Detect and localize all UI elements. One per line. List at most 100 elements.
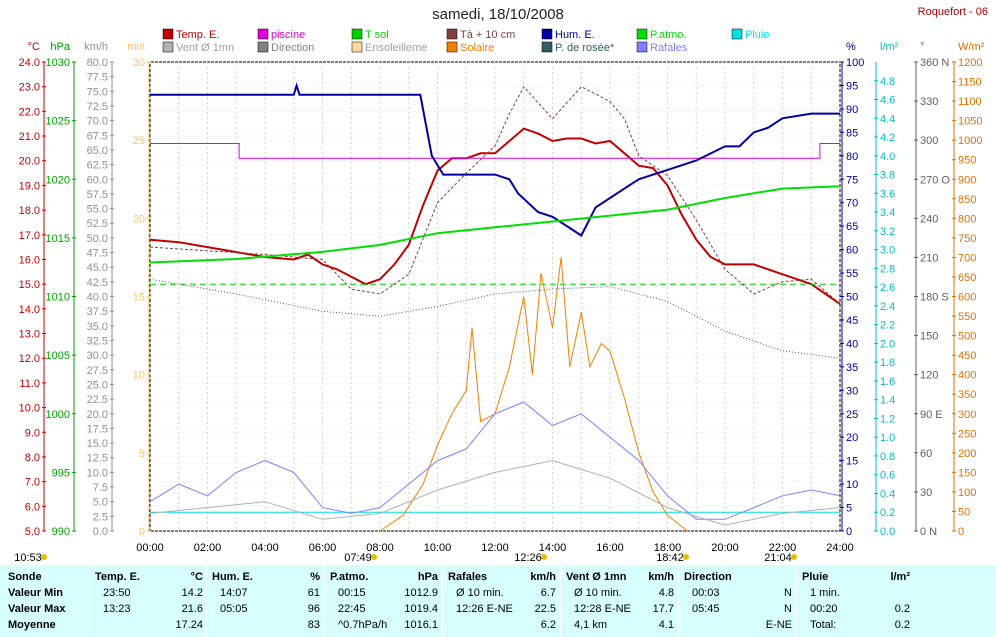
x-tick-label: 12:00 <box>481 542 509 554</box>
axis-tick-label-direction: 120 <box>920 370 938 382</box>
axis-tick-label-sun_min: 30 <box>133 57 145 69</box>
axis-tick-label-temp: 7.0 <box>25 477 40 489</box>
summary-table: Sonde Valeur Min Valeur Max Moyenne Temp. E.… <box>0 565 996 637</box>
legend-swatch <box>162 41 174 53</box>
axis-tick-label-wind: 27.5 <box>87 365 108 377</box>
axis-tick-label-wind: 42.5 <box>87 277 108 289</box>
summary-group-unit: km/h <box>530 571 556 583</box>
summary-cell-left: Total: <box>810 619 837 631</box>
sun-marker-icon <box>791 554 797 560</box>
axis-tick-label-rain: 4.8 <box>880 76 895 88</box>
axis-tick-label-radiation: 400 <box>958 370 976 382</box>
sun-marker-icon <box>541 554 547 560</box>
axis-tick-label-humidity: 70 <box>846 198 858 210</box>
axis-tick-label-direction: 180 S <box>920 292 949 304</box>
axis-tick-label-rain: 1.6 <box>880 376 895 388</box>
axis-tick-label-rain: 1.2 <box>880 413 895 425</box>
axis-tick-label-radiation: 950 <box>958 155 976 167</box>
summary-separator <box>560 565 561 637</box>
summary-separator <box>442 565 443 637</box>
summary-cell-value: 21.6 <box>181 603 203 615</box>
axis-tick-label-wind: 10.0 <box>87 467 108 479</box>
axis-tick-label-sun_min: 0 <box>139 526 145 538</box>
legend-label: Pluie <box>745 29 769 41</box>
axis-tick-label-pressure: 1000 <box>46 409 70 421</box>
axis-tick-label-humidity: 60 <box>846 245 858 257</box>
summary-cell-value: 96 <box>307 603 320 615</box>
axis-tick-label-sun_min: 20 <box>133 213 145 225</box>
legend-swatch <box>636 41 648 53</box>
axis-tick-label-wind: 35.0 <box>87 321 108 333</box>
x-tick-label: 06:00 <box>309 542 337 554</box>
axis-tick-label-radiation: 700 <box>958 252 976 264</box>
summary-cell-left: Ø 10 min. <box>456 587 504 599</box>
axis-header-pressure: hPa <box>50 41 70 53</box>
summary-row-label: Valeur Min <box>8 587 64 599</box>
axis-tick-label-wind: 72.5 <box>87 101 108 113</box>
axis-tick-label-wind: 2.5 <box>93 511 108 523</box>
axis-tick-label-temp: 12.0 <box>19 353 40 365</box>
axis-tick-label-temp: 10.0 <box>19 403 40 415</box>
axis-tick-label-wind: 0.0 <box>93 526 108 538</box>
legend-swatch <box>257 41 269 53</box>
axis-tick-label-wind: 77.5 <box>87 72 108 84</box>
sun-marker-icon <box>683 554 689 560</box>
legend-label: Ensoleilleme <box>365 42 427 54</box>
summary-cell-value: 1019.4 <box>404 603 438 615</box>
summary-cell-value: N <box>784 603 792 615</box>
axis-header-radiation: W/m² <box>958 41 985 53</box>
axis-tick-label-direction: 360 N <box>920 57 949 69</box>
axis-tick-label-rain: 3.0 <box>880 245 895 257</box>
axis-tick-label-wind: 55.0 <box>87 204 108 216</box>
axis-tick-label-rain: 2.6 <box>880 282 895 294</box>
time-marker-label: 10:53 <box>14 552 42 564</box>
summary-cell-left: 00:03 <box>692 587 720 599</box>
summary-cell-left: 13:23 <box>103 603 131 615</box>
axis-tick-label-humidity: 75 <box>846 174 858 186</box>
series-ventmn <box>149 460 841 526</box>
axis-tick-label-rain: 3.6 <box>880 188 895 200</box>
legend-label: Solaire <box>460 42 494 54</box>
axis-tick-label-radiation: 50 <box>958 506 970 518</box>
summary-group-unit: % <box>310 571 320 583</box>
time-marker-label: 18:42 <box>656 552 684 564</box>
axis-tick-label-rain: 4.6 <box>880 95 895 107</box>
summary-cell-value: 0.2 <box>894 619 910 631</box>
summary-separator <box>206 565 207 637</box>
axis-tick-label-wind: 5.0 <box>93 497 108 509</box>
summary-cell-value: 1012.9 <box>404 587 438 599</box>
axis-tick-label-wind: 52.5 <box>87 218 108 230</box>
axis-tick-label-radiation: 200 <box>958 448 976 460</box>
axis-tick-label-rain: 0.0 <box>880 526 895 538</box>
axis-tick-label-humidity: 10 <box>846 479 858 491</box>
summary-cell-left: 4,1 km <box>574 619 608 631</box>
axis-tick-label-pressure: 990 <box>52 526 70 538</box>
axis-tick-label-rain: 3.4 <box>880 207 895 219</box>
summary-row-label: Moyenne <box>8 619 56 631</box>
axis-tick-label-temp: 5.0 <box>25 526 40 538</box>
legend-swatch <box>162 28 174 40</box>
axis-tick-label-direction: 300 <box>920 135 938 147</box>
page-title: samedi, 18/10/2008 <box>432 6 564 23</box>
axis-tick-label-wind: 12.5 <box>87 453 108 465</box>
sun-marker-icon <box>41 554 47 560</box>
summary-separator <box>324 565 325 637</box>
x-tick-label: 02:00 <box>194 542 222 554</box>
summary-cell-left: ^0.7hPa/h <box>338 619 388 631</box>
axis-tick-label-temp: 6.0 <box>25 501 40 513</box>
summary-cell-left: 23:50 <box>103 587 131 599</box>
station-name: Roquefort - 06 <box>917 6 988 18</box>
summary-cell-value: 14.2 <box>181 587 203 599</box>
axis-tick-label-humidity: 15 <box>846 456 858 468</box>
axis-tick-label-humidity: 40 <box>846 338 858 350</box>
series-patmo <box>149 185 841 264</box>
axis-tick-label-radiation: 1150 <box>958 77 982 89</box>
axis-tick-label-temp: 14.0 <box>19 304 40 316</box>
legend-swatch <box>541 41 553 53</box>
axis-tick-label-pressure: 1020 <box>46 174 70 186</box>
axis-tick-label-radiation: 100 <box>958 487 976 499</box>
x-tick-label: 16:00 <box>596 542 624 554</box>
axis-tick-label-wind: 70.0 <box>87 116 108 128</box>
axis-tick-label-radiation: 850 <box>958 194 976 206</box>
summary-cell-left: 1 min. <box>810 587 840 599</box>
